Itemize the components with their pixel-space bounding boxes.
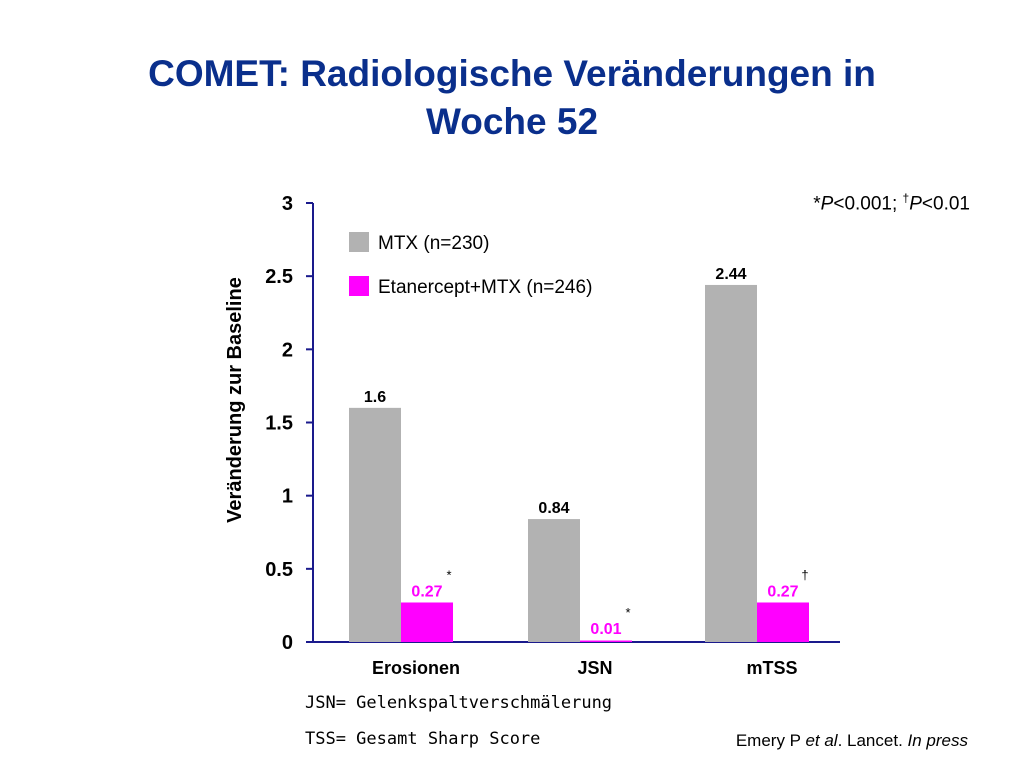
- dagger-mark: †: [902, 191, 910, 205]
- bar: [705, 284, 757, 642]
- significance-mark: †: [801, 567, 808, 582]
- slide-title: COMET: Radiologische Veränderungen in Wo…: [0, 50, 1024, 146]
- title-line-2: Woche 52: [425, 101, 599, 142]
- legend-swatch: [349, 232, 369, 252]
- y-tick-label: 2: [282, 339, 293, 361]
- x-tick-label: mTSS: [746, 658, 797, 678]
- bar: [757, 602, 809, 642]
- significance-mark: *: [446, 567, 451, 582]
- y-tick-label: 0: [282, 632, 293, 654]
- p-threshold-1: <0.001;: [833, 193, 903, 215]
- y-tick-label: 1: [282, 486, 293, 508]
- bar: [349, 407, 401, 642]
- bar: [528, 519, 580, 642]
- data-label: 0.84: [538, 500, 569, 517]
- p-symbol: P: [820, 193, 834, 215]
- significance-note: *P<0.001; †P<0.01: [813, 191, 970, 215]
- data-label: 0.27: [767, 583, 798, 600]
- data-label: 0.01: [590, 621, 621, 638]
- bar: [580, 640, 632, 642]
- citation-status: In press: [907, 731, 968, 750]
- citation: Emery P et al. Lancet. In press: [736, 731, 968, 751]
- data-label: 0.27: [411, 583, 442, 600]
- title-line-1: COMET: Radiologische Veränderungen in: [148, 53, 876, 94]
- footnote-jsn: JSN= Gelenkspaltverschmälerung: [305, 693, 613, 713]
- citation-author: Emery P: [735, 731, 806, 750]
- legend-label: Etanercept+MTX (n=246): [378, 277, 592, 298]
- legend-label: MTX (n=230): [378, 233, 489, 254]
- y-tick-label: 3: [282, 193, 293, 215]
- y-axis-label: Veränderung zur Baseline: [224, 277, 246, 523]
- x-tick-label: Erosionen: [372, 658, 460, 678]
- data-label: 1.6: [364, 389, 386, 406]
- x-tick-label: JSN: [577, 658, 612, 678]
- data-label: 2.44: [715, 266, 746, 283]
- citation-journal: . Lancet.: [837, 731, 908, 750]
- y-tick-label: 2.5: [265, 266, 293, 288]
- star-mark: *: [813, 193, 821, 215]
- footnote-tss: TSS= Gesamt Sharp Score: [305, 729, 541, 749]
- legend-swatch: [349, 276, 369, 296]
- citation-etal: et al: [805, 731, 838, 750]
- p-symbol-2: P: [909, 193, 922, 215]
- p-threshold-2: <0.01: [921, 193, 970, 215]
- bar: [401, 602, 453, 642]
- y-tick-label: 1.5: [265, 413, 293, 435]
- significance-mark: *: [625, 605, 630, 620]
- y-tick-label: 0.5: [265, 559, 293, 581]
